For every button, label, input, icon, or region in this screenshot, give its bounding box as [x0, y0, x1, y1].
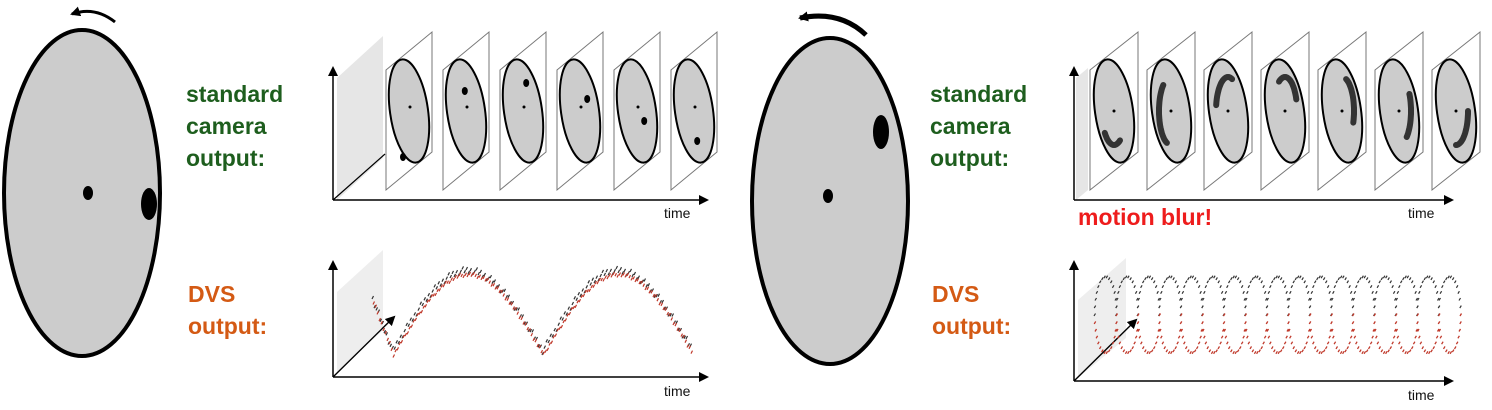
- motion-blur-label: motion blur!: [1078, 204, 1212, 230]
- right-bottom-depth-axis: [1073, 318, 1138, 382]
- frame-moving-dot: [641, 117, 648, 125]
- frame-disk: [672, 58, 716, 164]
- motion-blur-arc: [1213, 73, 1236, 109]
- frame-center-dot: [1397, 109, 1401, 113]
- left-top-time-label: time: [664, 205, 691, 221]
- dvs-events-on: [1093, 313, 1463, 355]
- frame-center-dot: [1112, 109, 1116, 113]
- right-dvs-shadow: [1078, 258, 1126, 378]
- frame-center-dot: [1226, 109, 1230, 113]
- motion-blur-arc: [1156, 82, 1170, 146]
- right-standard-label-line3: output:: [930, 145, 1009, 171]
- camera-frame: [1374, 30, 1424, 192]
- frame-center-dot: [1340, 109, 1344, 113]
- right-standard-label-line2: camera: [930, 113, 1011, 139]
- camera-frame: [385, 30, 433, 192]
- right-bottom-time-label: time: [1408, 387, 1435, 403]
- camera-frame: [613, 30, 661, 192]
- dvs-events-off: [371, 265, 693, 356]
- right-panel: standard camera output: DVS output: time…: [750, 11, 1481, 403]
- frame-disk: [501, 58, 545, 164]
- camera-frame: [1203, 30, 1253, 192]
- left-standard-label: standard camera output:: [186, 81, 290, 171]
- frame-moving-dot: [584, 95, 591, 103]
- frame-center-dot: [522, 105, 526, 109]
- right-standard-label: standard camera output:: [930, 81, 1034, 171]
- frame-center-dot: [408, 105, 412, 109]
- curved-arrow-icon: [798, 11, 868, 37]
- camera-frame: [670, 30, 718, 192]
- motion-blur-arc: [1403, 91, 1414, 140]
- right-standard-label-line1: standard: [930, 81, 1027, 107]
- frame-center-dot: [693, 105, 697, 109]
- left-frame-stack: time: [328, 30, 718, 221]
- left-dvs-label-line1: DVS: [188, 281, 235, 307]
- right-dvs-plot: time: [1069, 258, 1463, 403]
- left-rotating-disk: [2, 28, 162, 358]
- left-standard-label-line2: camera: [186, 113, 267, 139]
- motion-blur-arc: [1101, 129, 1123, 149]
- left-bottom-time-label: time: [664, 383, 691, 399]
- frame-disk: [444, 58, 488, 164]
- disk-center-dot: [83, 186, 93, 200]
- camera-frame: [1146, 30, 1196, 192]
- left-dvs-plot: time: [328, 250, 709, 399]
- right-frame-stack: time: [1069, 30, 1481, 221]
- disk-center-dot: [823, 189, 833, 203]
- frame-center-dot: [1454, 109, 1458, 113]
- motion-blur-arc: [1276, 73, 1300, 103]
- left-dvs-label-line2: output:: [188, 313, 267, 339]
- camera-frame: [1260, 30, 1310, 192]
- motion-blur-arc: [1453, 108, 1471, 148]
- left-standard-label-line1: standard: [186, 81, 283, 107]
- camera-frame: [1089, 30, 1139, 192]
- disk-body: [2, 28, 162, 358]
- frame-moving-dot: [400, 153, 406, 161]
- left-dvs-label: DVS output:: [188, 281, 267, 339]
- dvs-events-off: [1093, 275, 1462, 317]
- curved-arrow-icon: [70, 6, 116, 24]
- right-dvs-label-line2: output:: [932, 313, 1011, 339]
- camera-frame: [1317, 30, 1367, 192]
- left-frame-shadow: [337, 36, 383, 200]
- right-rotating-disk: [750, 36, 910, 366]
- frame-center-dot: [1283, 109, 1287, 113]
- camera-frame: [556, 30, 604, 192]
- frame-center-dot: [1169, 109, 1173, 113]
- left-bottom-depth-axis: [332, 315, 396, 378]
- camera-frame: [499, 30, 547, 192]
- camera-frame: [442, 30, 490, 192]
- disk-rotating-dot: [873, 115, 889, 149]
- motion-blur-arc: [1343, 76, 1357, 126]
- frame-moving-dot: [694, 137, 701, 145]
- frame-center-dot: [465, 105, 469, 109]
- frame-center-dot: [579, 105, 583, 109]
- right-top-time-label: time: [1408, 205, 1435, 221]
- camera-frame: [1431, 30, 1481, 192]
- disk-rotating-dot: [141, 188, 157, 220]
- frame-disk: [558, 58, 602, 164]
- frame-disk: [615, 58, 659, 164]
- left-panel: standard camera output: DVS output: time…: [2, 6, 718, 399]
- dvs-events-on: [372, 271, 694, 358]
- left-top-depth-axis: [332, 153, 386, 201]
- frame-center-dot: [636, 105, 640, 109]
- right-dvs-label: DVS output:: [932, 281, 1011, 339]
- left-dvs-shadow: [337, 250, 383, 372]
- frame-disk: [387, 58, 431, 164]
- right-dvs-label-line1: DVS: [932, 281, 979, 307]
- frame-moving-dot: [523, 79, 530, 87]
- frame-moving-dot: [461, 87, 468, 95]
- left-standard-label-line3: output:: [186, 145, 265, 171]
- right-frame-shadow: [1076, 68, 1088, 200]
